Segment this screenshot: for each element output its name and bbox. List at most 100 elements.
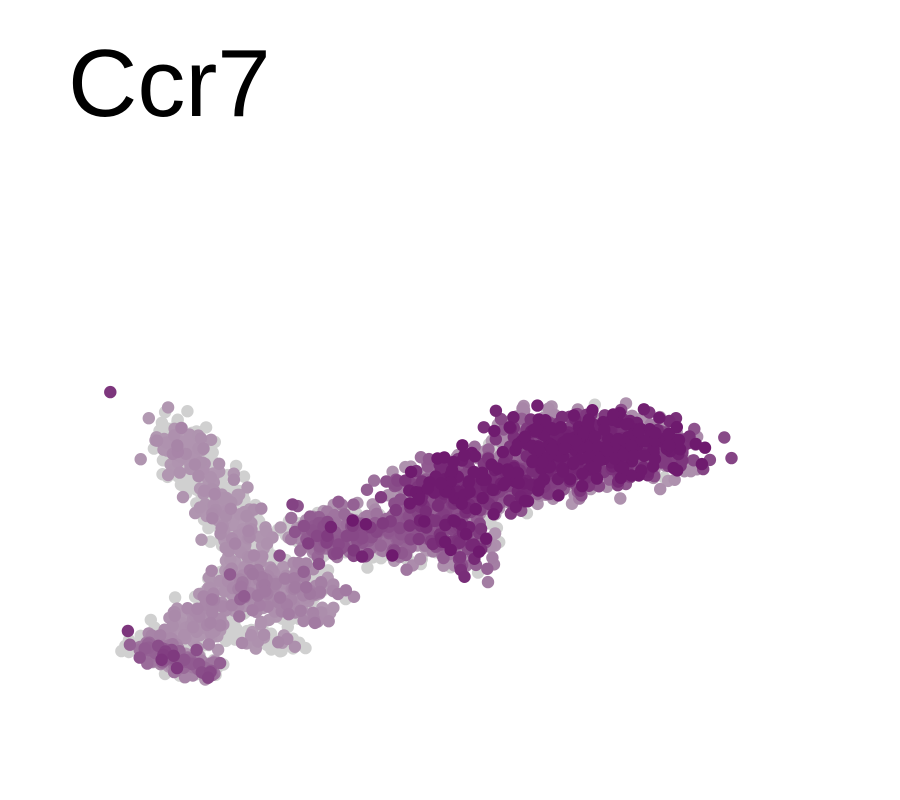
scatter-point: [486, 483, 499, 497]
scatter-point: [177, 628, 191, 642]
scatter-point: [142, 412, 155, 425]
scatter-point: [246, 604, 259, 617]
scatter-point: [186, 621, 200, 634]
scatter-point: [308, 616, 322, 630]
scatter-point: [689, 437, 702, 451]
scatter-point: [206, 606, 219, 619]
scatter-point: [394, 493, 407, 506]
scatter-point: [545, 442, 559, 455]
scatter-point: [668, 473, 681, 486]
scatter-point: [205, 593, 219, 606]
scatter-point: [204, 616, 217, 630]
scatter-point: [288, 640, 302, 653]
scatter-point: [324, 520, 338, 534]
scatter-point: [455, 497, 468, 511]
scatter-point: [178, 671, 192, 684]
scatter-point: [576, 467, 589, 481]
scatter-point: [499, 476, 512, 489]
scatter-point: [206, 512, 219, 525]
scatter-point: [614, 471, 628, 485]
scatter-point: [155, 653, 168, 666]
scatter-point: [339, 584, 353, 597]
scatter-point: [300, 581, 313, 594]
scatter-point: [389, 503, 403, 517]
scatter-point: [419, 505, 432, 518]
scatter-point: [569, 434, 582, 448]
scatter-point: [414, 552, 427, 566]
scatter-point: [332, 495, 345, 508]
scatter-point: [404, 465, 418, 479]
scatter-point: [273, 591, 287, 604]
scatter-point: [181, 405, 194, 418]
scatter-point: [273, 549, 286, 562]
scatter-point: [205, 564, 218, 577]
scatter-point: [463, 485, 476, 499]
scatter-point: [421, 482, 434, 495]
scatter-point: [638, 449, 651, 462]
scatter-point: [170, 661, 184, 675]
scatter-point: [228, 537, 242, 550]
scatter-point: [190, 643, 203, 657]
scatter-point: [558, 441, 571, 455]
scatter-point: [552, 489, 565, 502]
scatter-point: [462, 476, 475, 490]
scatter-point: [476, 491, 489, 505]
scatter-point: [259, 585, 272, 598]
scatter-point: [285, 511, 298, 525]
scatter-point: [718, 431, 731, 444]
scatter-point: [370, 507, 383, 520]
scatter-point: [150, 434, 164, 447]
scatter-point: [577, 426, 590, 439]
scatter-point: [154, 629, 167, 642]
scatter-point: [725, 451, 738, 465]
scatter-point: [625, 439, 638, 452]
scatter-point: [374, 539, 388, 552]
scatter-point: [554, 421, 567, 434]
scatter-point: [299, 641, 312, 655]
scatter-point: [627, 449, 640, 462]
scatter-point: [588, 430, 602, 443]
scatter-point: [456, 439, 469, 452]
scatter-point: [695, 457, 709, 471]
scatter-point: [269, 577, 282, 591]
scatter-point: [601, 444, 614, 457]
scatter-point: [367, 474, 381, 487]
scatter-point: [533, 477, 546, 491]
scatter-point: [593, 454, 606, 467]
scatter-point: [616, 461, 630, 474]
scatter-point: [303, 510, 317, 523]
scatter-point: [282, 608, 295, 621]
scatter-point: [467, 465, 480, 479]
scatter-point: [223, 568, 237, 581]
scatter-point: [204, 471, 217, 484]
scatter-point: [175, 421, 188, 435]
scatter-point: [480, 532, 493, 545]
scatter-point: [242, 524, 255, 538]
scatter-point: [518, 494, 532, 508]
scatter-point: [431, 499, 445, 512]
scatter-point: [469, 502, 482, 516]
scatter-point: [526, 455, 539, 469]
scatter-point: [274, 521, 287, 534]
chart-title: Ccr7: [68, 30, 271, 137]
scatter-point: [215, 521, 228, 535]
scatter-point: [260, 537, 274, 550]
scatter-point: [625, 469, 638, 482]
scatter-point: [481, 562, 494, 575]
scatter-point: [418, 515, 431, 528]
scatter-point: [598, 423, 611, 436]
scatter-point: [346, 529, 360, 542]
scatter-point: [671, 464, 684, 477]
scatter-point: [474, 522, 488, 536]
scatter-point: [507, 411, 520, 424]
scatter-point: [619, 418, 633, 431]
scatter-point: [428, 514, 441, 528]
scatter-point: [173, 466, 186, 479]
scatter-point: [487, 508, 500, 521]
scatter-point: [586, 404, 599, 417]
scatter-point: [246, 567, 259, 581]
scatter-point: [654, 482, 667, 496]
scatter-point: [237, 470, 251, 483]
